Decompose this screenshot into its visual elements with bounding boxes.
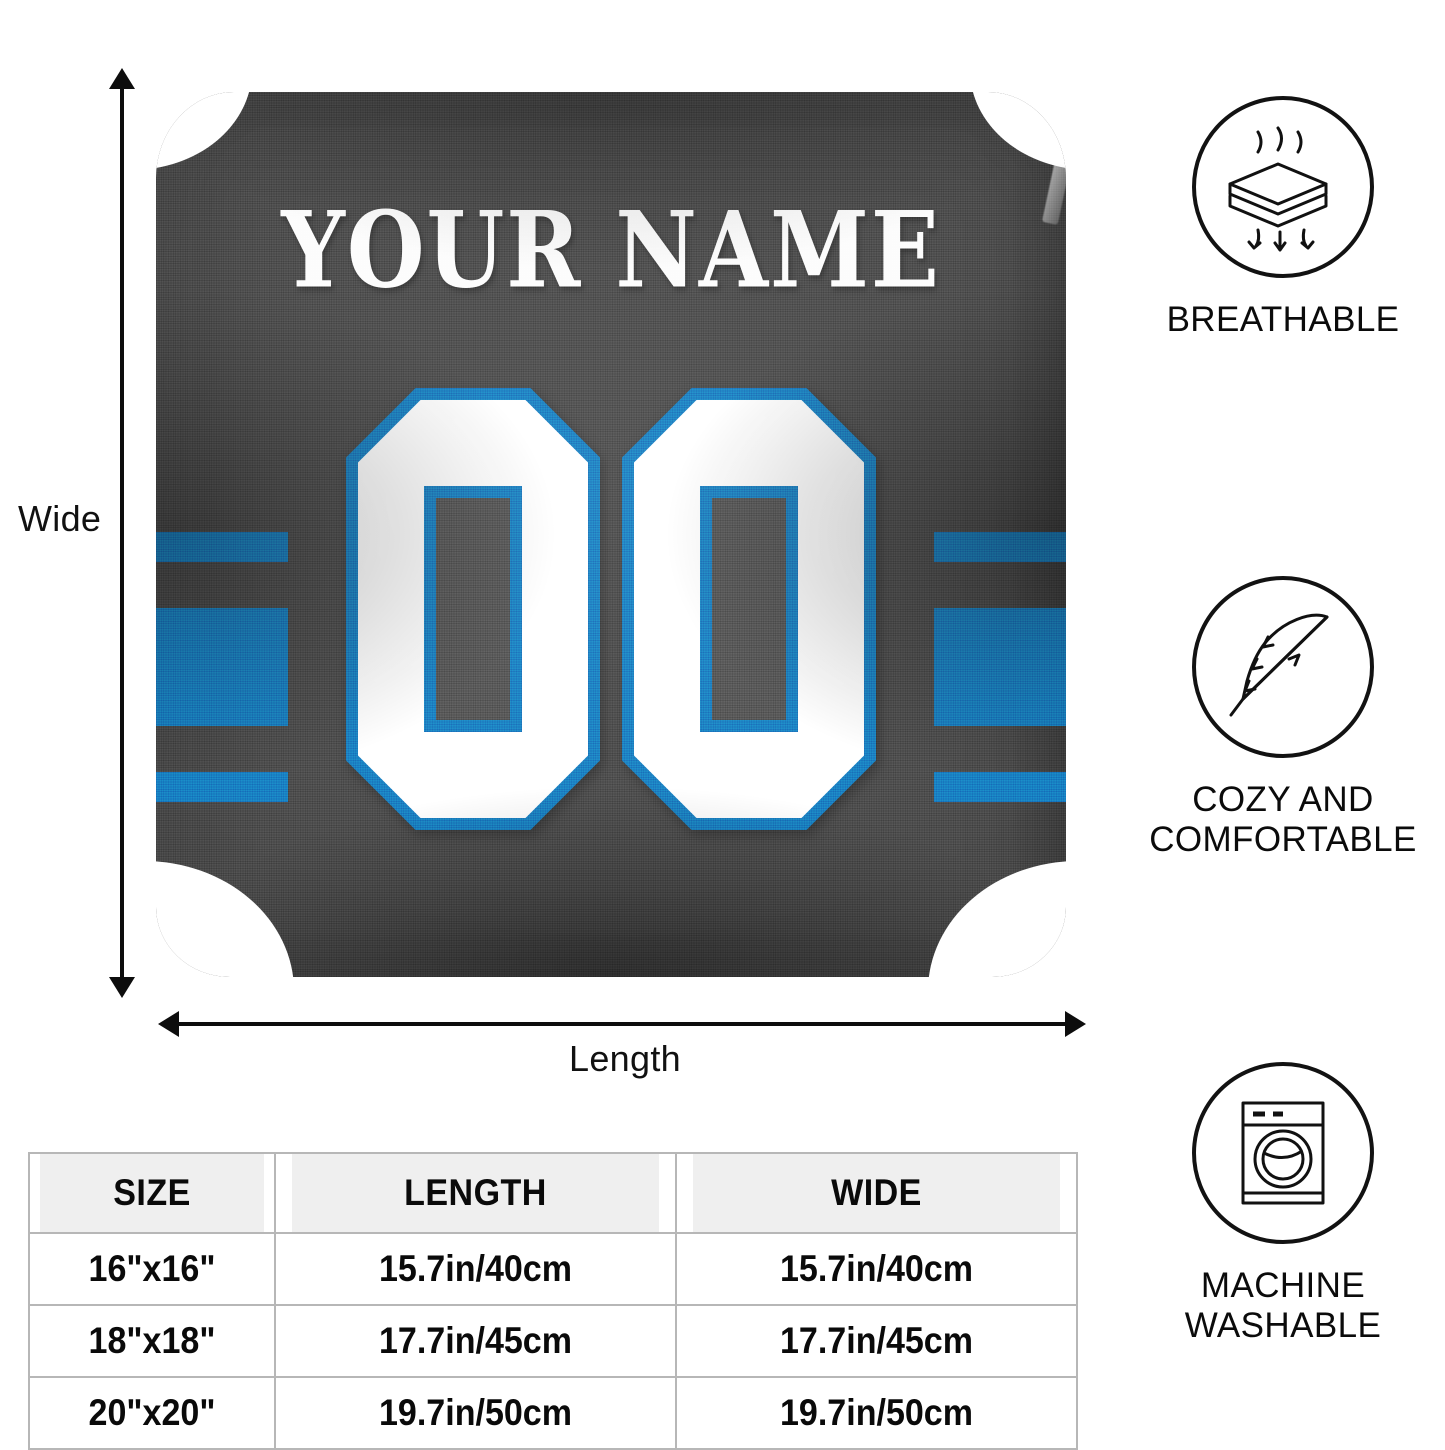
length-dimension-arrow: [178, 1022, 1066, 1026]
stripe-right-bottom: [934, 772, 1066, 802]
wide-dimension-label: Wide: [18, 498, 102, 539]
cell-size: 18"x18": [37, 1304, 267, 1378]
feature-machine-washable: MACHINE WASHABLE: [1128, 1062, 1438, 1346]
column-header-length: LENGTH: [290, 1152, 661, 1234]
wide-dimension-arrow: [120, 88, 124, 978]
pillow-name-text: YOUR NAME: [281, 188, 941, 312]
cell-wide: 19.7in/50cm: [691, 1376, 1062, 1450]
cell-size: 20"x20": [37, 1376, 267, 1450]
stripe-right-middle: [934, 608, 1066, 726]
cell-wide: 17.7in/45cm: [691, 1304, 1062, 1378]
jersey-digit-first: [346, 388, 600, 830]
feather-icon: [1192, 576, 1374, 758]
stripe-left-bottom: [156, 772, 288, 802]
pillow-number-group: [156, 388, 1066, 830]
table-row: 20"x20" 19.7in/50cm 19.7in/50cm: [29, 1376, 1077, 1450]
feature-label: COZY AND COMFORTABLE: [1149, 780, 1417, 859]
stripe-right-top: [934, 532, 1066, 562]
cell-length: 19.7in/50cm: [290, 1376, 661, 1450]
table-header-row: SIZE LENGTH WIDE: [29, 1152, 1077, 1234]
cell-length: 17.7in/45cm: [290, 1304, 661, 1378]
cell-wide: 15.7in/40cm: [691, 1232, 1062, 1306]
feature-label: MACHINE WASHABLE: [1184, 1266, 1382, 1345]
feature-label: BREATHABLE: [1166, 300, 1400, 339]
cell-length: 15.7in/40cm: [290, 1232, 661, 1306]
product-image-area: Wide Length YOUR NAME: [0, 0, 1120, 1120]
stripe-left-top: [156, 532, 288, 562]
table-row: 18"x18" 17.7in/45cm 17.7in/45cm: [29, 1304, 1077, 1378]
pillow-corner-bottom-left: [156, 861, 294, 977]
pillow-corner-top-left: [156, 92, 252, 170]
feature-cozy-comfortable: COZY AND COMFORTABLE: [1128, 576, 1438, 860]
washing-machine-icon: [1192, 1062, 1374, 1244]
size-chart-table: SIZE LENGTH WIDE 16"x16" 15.7in/40cm 15.…: [28, 1152, 1078, 1450]
pillow-corner-top-right: [970, 92, 1066, 170]
feature-breathable: BREATHABLE: [1128, 96, 1438, 340]
pillow-corner-bottom-right: [928, 861, 1066, 977]
column-header-size: SIZE: [37, 1152, 267, 1234]
stripe-left-middle: [156, 608, 288, 726]
cell-size: 16"x16": [37, 1232, 267, 1306]
column-header-wide: WIDE: [691, 1152, 1062, 1234]
custom-pillow: YOUR NAME: [156, 92, 1066, 977]
fabric-tag: [1041, 162, 1066, 226]
length-dimension-label: Length: [569, 1038, 681, 1079]
table-row: 16"x16" 15.7in/40cm 15.7in/40cm: [29, 1232, 1077, 1306]
breathable-fabric-layers-icon: [1192, 96, 1374, 278]
jersey-digit-second: [622, 388, 876, 830]
